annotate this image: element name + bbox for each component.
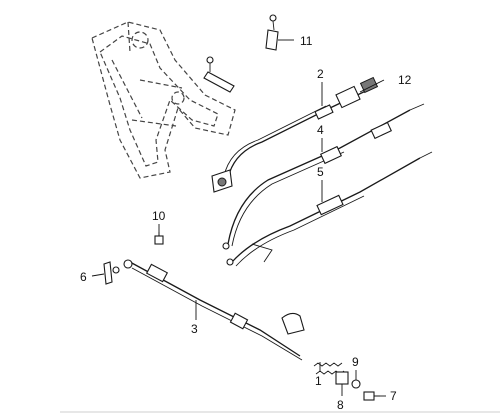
callout-1: 1 — [315, 374, 322, 388]
frame-bracket — [203, 56, 235, 93]
callout-8: 8 — [337, 398, 344, 412]
callout-2: 2 — [317, 67, 324, 81]
leader-lines — [91, 39, 386, 397]
part-9-washer — [351, 379, 361, 389]
callout-11: 11 — [300, 34, 313, 48]
part-6-bracket — [103, 261, 120, 285]
cable-4-assembly — [222, 103, 425, 250]
cable-2-assembly — [211, 76, 379, 193]
callout-5: 5 — [317, 165, 324, 179]
part-11-clip — [265, 14, 279, 51]
part-8-collar — [335, 371, 349, 385]
frame-outline — [91, 21, 236, 179]
callout-6: 6 — [80, 270, 87, 284]
callout-3: 3 — [191, 322, 198, 336]
callout-labels: 11 2 12 4 5 10 6 3 1 8 9 7 — [80, 34, 412, 412]
callout-12: 12 — [398, 73, 412, 87]
callout-4: 4 — [317, 123, 324, 137]
callout-9: 9 — [352, 355, 359, 369]
cable-3-assembly — [123, 259, 303, 361]
cable-5-assembly — [226, 151, 433, 267]
callout-10: 10 — [152, 209, 166, 223]
rubber-boot — [281, 312, 305, 335]
callout-7: 7 — [390, 389, 397, 403]
